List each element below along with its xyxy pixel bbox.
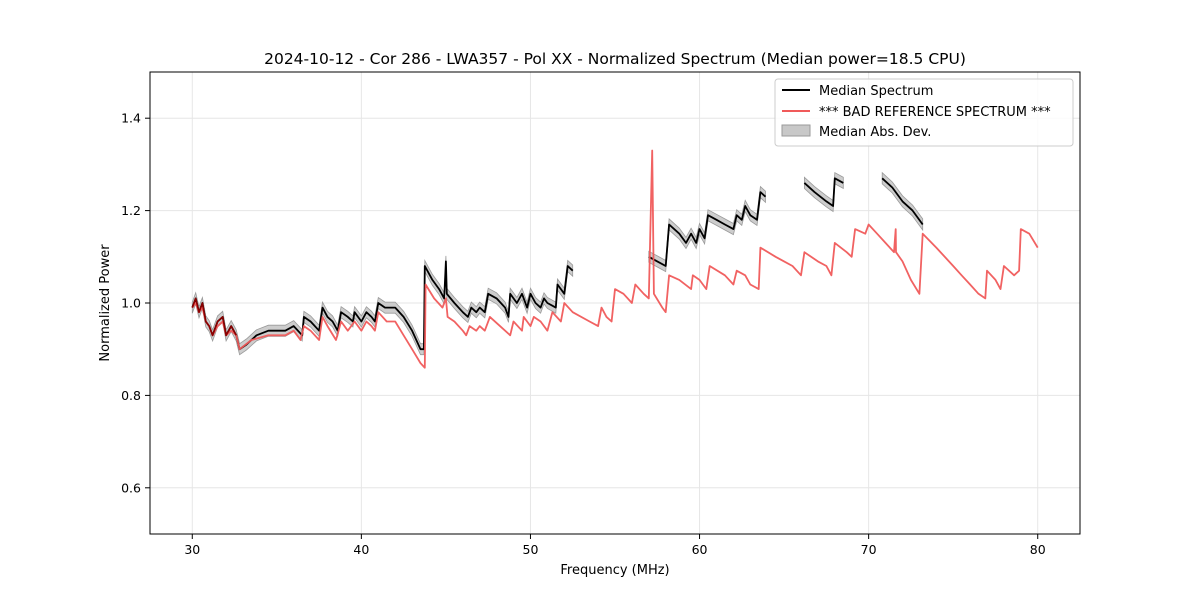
legend: Median Spectrum *** BAD REFERENCE SPECTR… xyxy=(775,79,1073,146)
x-tick-label: 40 xyxy=(353,542,369,557)
legend-bad-reference-label: *** BAD REFERENCE SPECTRUM *** xyxy=(819,105,1051,120)
legend-median-label: Median Spectrum xyxy=(819,84,933,99)
x-tick-label: 50 xyxy=(523,542,539,557)
legend-mad-label: Median Abs. Dev. xyxy=(819,125,931,140)
legend-mad-swatch xyxy=(782,125,810,136)
y-axis-label: Normalized Power xyxy=(98,244,113,362)
y-tick-label: 0.8 xyxy=(121,388,141,403)
chart-title: 2024-10-12 - Cor 286 - LWA357 - Pol XX -… xyxy=(264,50,966,68)
x-tick-label: 60 xyxy=(692,542,708,557)
x-tick-label: 70 xyxy=(861,542,877,557)
y-tick-label: 1.2 xyxy=(121,203,141,218)
x-tick-label: 80 xyxy=(1030,542,1046,557)
y-tick-label: 0.6 xyxy=(121,480,141,495)
y-tick-label: 1.4 xyxy=(121,111,141,126)
y-tick-label: 1.0 xyxy=(121,296,141,311)
x-tick-label: 30 xyxy=(184,542,200,557)
spectrum-chart: 2024-10-12 - Cor 286 - LWA357 - Pol XX -… xyxy=(0,0,1200,600)
x-axis-label: Frequency (MHz) xyxy=(560,563,669,578)
